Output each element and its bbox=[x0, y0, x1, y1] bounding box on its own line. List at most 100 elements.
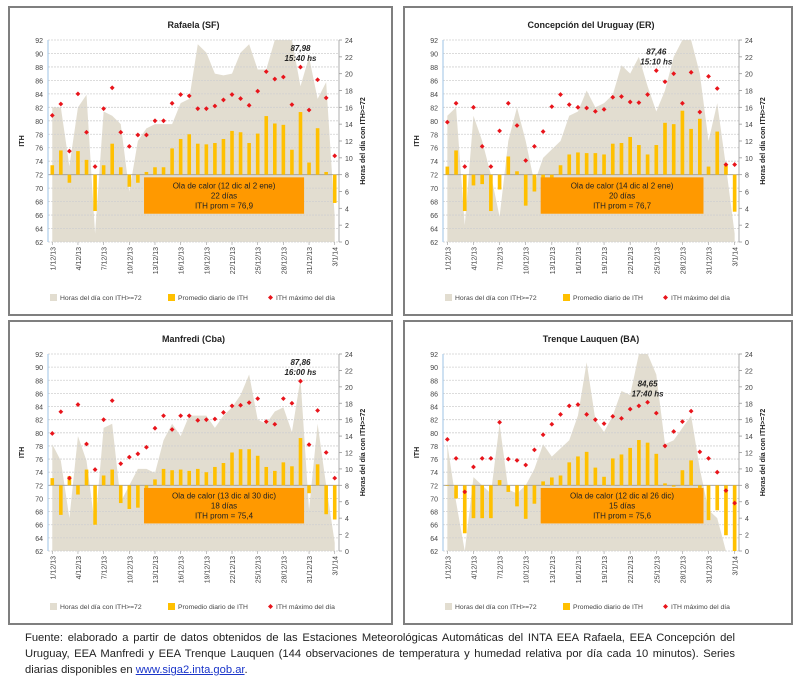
legend-area-swatch bbox=[445, 603, 452, 610]
x-tick-label: 10/12/13 bbox=[524, 556, 531, 583]
avg-ith-bar bbox=[178, 469, 183, 486]
y-tick-label: 72 bbox=[430, 173, 438, 180]
max-ith-point bbox=[186, 413, 192, 419]
avg-ith-bar bbox=[178, 138, 183, 175]
avg-ith-bar bbox=[454, 150, 458, 175]
x-tick-label: 16/12/13 bbox=[179, 556, 186, 583]
y-tick-label: 90 bbox=[35, 51, 43, 58]
siga-link[interactable]: www.siga2.inta.gob.ar bbox=[135, 664, 245, 676]
max-ith-point bbox=[575, 104, 581, 110]
chart-panel-trenque-lauquen: Trenque Lauquen (BA) 62 64 66 68 70 72 74 76 78 80… bbox=[403, 320, 793, 625]
avg-ith-bar bbox=[307, 162, 311, 175]
y2-tick-label: 6 bbox=[745, 500, 749, 507]
avg-ith-bar bbox=[221, 138, 226, 175]
avg-ith-bar bbox=[67, 174, 72, 183]
avg-ith-bar bbox=[576, 152, 580, 175]
avg-ith-bar bbox=[59, 150, 63, 175]
max-ith-point bbox=[238, 96, 243, 101]
avg-ith-bar bbox=[273, 123, 277, 175]
y2-tick-label: 8 bbox=[345, 483, 349, 490]
avg-ith-bar bbox=[497, 174, 502, 190]
max-ith-point bbox=[584, 412, 590, 417]
x-tick-label: 7/12/13 bbox=[102, 247, 109, 270]
max-ith-point bbox=[92, 164, 98, 169]
x-tick-label: 31/12/13 bbox=[707, 247, 714, 274]
x-tick-label: 22/12/13 bbox=[230, 247, 237, 274]
max-ith-point bbox=[289, 102, 295, 108]
chart-trenque-lauquen: Trenque Lauquen (BA)62646668707274767880… bbox=[414, 334, 767, 611]
y-tick-label: 70 bbox=[35, 496, 43, 503]
avg-ith-bar bbox=[480, 174, 485, 185]
max-ith-point bbox=[298, 378, 303, 384]
y-tick-label: 68 bbox=[430, 510, 438, 517]
y-tick-label: 72 bbox=[430, 483, 438, 490]
max-ith-point bbox=[246, 400, 252, 405]
y2-tick-label: 4 bbox=[745, 516, 749, 523]
caption-text: Fuente: elaborado a partir de datos obte… bbox=[25, 632, 735, 676]
max-ith-point bbox=[84, 129, 89, 135]
y-tick-label: 84 bbox=[35, 405, 43, 412]
x-tick-label: 19/12/13 bbox=[602, 247, 609, 274]
y-tick-label: 78 bbox=[35, 132, 43, 139]
max-ith-point bbox=[732, 162, 738, 167]
avg-ith-bar bbox=[480, 485, 485, 519]
avg-ith-bar bbox=[732, 174, 737, 212]
legend-bars-swatch bbox=[563, 603, 570, 610]
y-tick-label: 76 bbox=[35, 457, 43, 464]
max-ith-point bbox=[315, 408, 321, 413]
y2-tick-label: 8 bbox=[745, 173, 749, 180]
max-ith-point bbox=[161, 413, 166, 419]
y-tick-label: 90 bbox=[430, 365, 438, 372]
heatwave-box bbox=[540, 487, 704, 524]
y-tick-label: 80 bbox=[35, 431, 43, 438]
max-ith-point bbox=[332, 475, 338, 481]
y2-axis-label: Horas del día con ITH>=72 bbox=[360, 97, 367, 185]
max-ith-point bbox=[479, 143, 485, 149]
max-ith-point bbox=[135, 132, 141, 138]
y-tick-label: 92 bbox=[35, 352, 43, 359]
max-ith-point bbox=[280, 396, 286, 402]
avg-ith-bar bbox=[637, 440, 641, 486]
avg-ith-bar bbox=[689, 128, 693, 175]
max-ith-point bbox=[109, 85, 115, 91]
avg-ith-bar bbox=[732, 485, 737, 551]
avg-ith-bar bbox=[290, 149, 294, 175]
max-ith-point bbox=[178, 92, 184, 97]
y-tick-label: 64 bbox=[430, 536, 438, 543]
x-tick-label: 19/12/13 bbox=[204, 247, 211, 274]
avg-ith-bar bbox=[324, 485, 328, 515]
avg-ith-bar bbox=[93, 174, 97, 212]
y-tick-label: 72 bbox=[35, 173, 43, 180]
max-ith-point bbox=[255, 396, 261, 402]
max-ith-point bbox=[221, 410, 226, 415]
avg-ith-bar bbox=[680, 110, 685, 175]
max-ith-point bbox=[152, 425, 158, 431]
avg-ith-bar bbox=[593, 467, 598, 486]
x-tick-label: 7/12/13 bbox=[498, 247, 505, 270]
max-ith-point bbox=[118, 129, 124, 135]
y2-tick-label: 4 bbox=[345, 206, 349, 213]
max-ith-point bbox=[75, 91, 81, 97]
max-ith-point bbox=[144, 132, 149, 138]
legend-area-label: Horas del día con ITH>=72 bbox=[60, 604, 142, 611]
avg-ith-bar bbox=[680, 470, 685, 486]
y2-tick-label: 22 bbox=[345, 55, 353, 62]
y-tick-label: 62 bbox=[35, 240, 43, 247]
avg-ith-bar bbox=[584, 451, 589, 486]
y2-tick-label: 10 bbox=[745, 467, 753, 474]
annotation-time: 15:10 hs bbox=[640, 58, 673, 67]
y-tick-label: 80 bbox=[430, 119, 438, 126]
max-ith-point bbox=[323, 450, 329, 455]
avg-ith-bar bbox=[170, 148, 174, 175]
y-tick-label: 82 bbox=[35, 105, 43, 112]
avg-ith-bar bbox=[532, 485, 537, 504]
y-tick-label: 62 bbox=[430, 549, 438, 556]
y2-tick-label: 2 bbox=[345, 533, 349, 540]
max-ith-point bbox=[566, 102, 572, 108]
annotation-time: 17:40 hs bbox=[632, 389, 665, 398]
y2-tick-label: 18 bbox=[345, 401, 353, 408]
chart-title: Manfredi (Cba) bbox=[162, 334, 225, 344]
avg-ith-bar bbox=[118, 167, 123, 175]
max-ith-point bbox=[540, 432, 546, 438]
max-ith-point bbox=[723, 488, 729, 493]
